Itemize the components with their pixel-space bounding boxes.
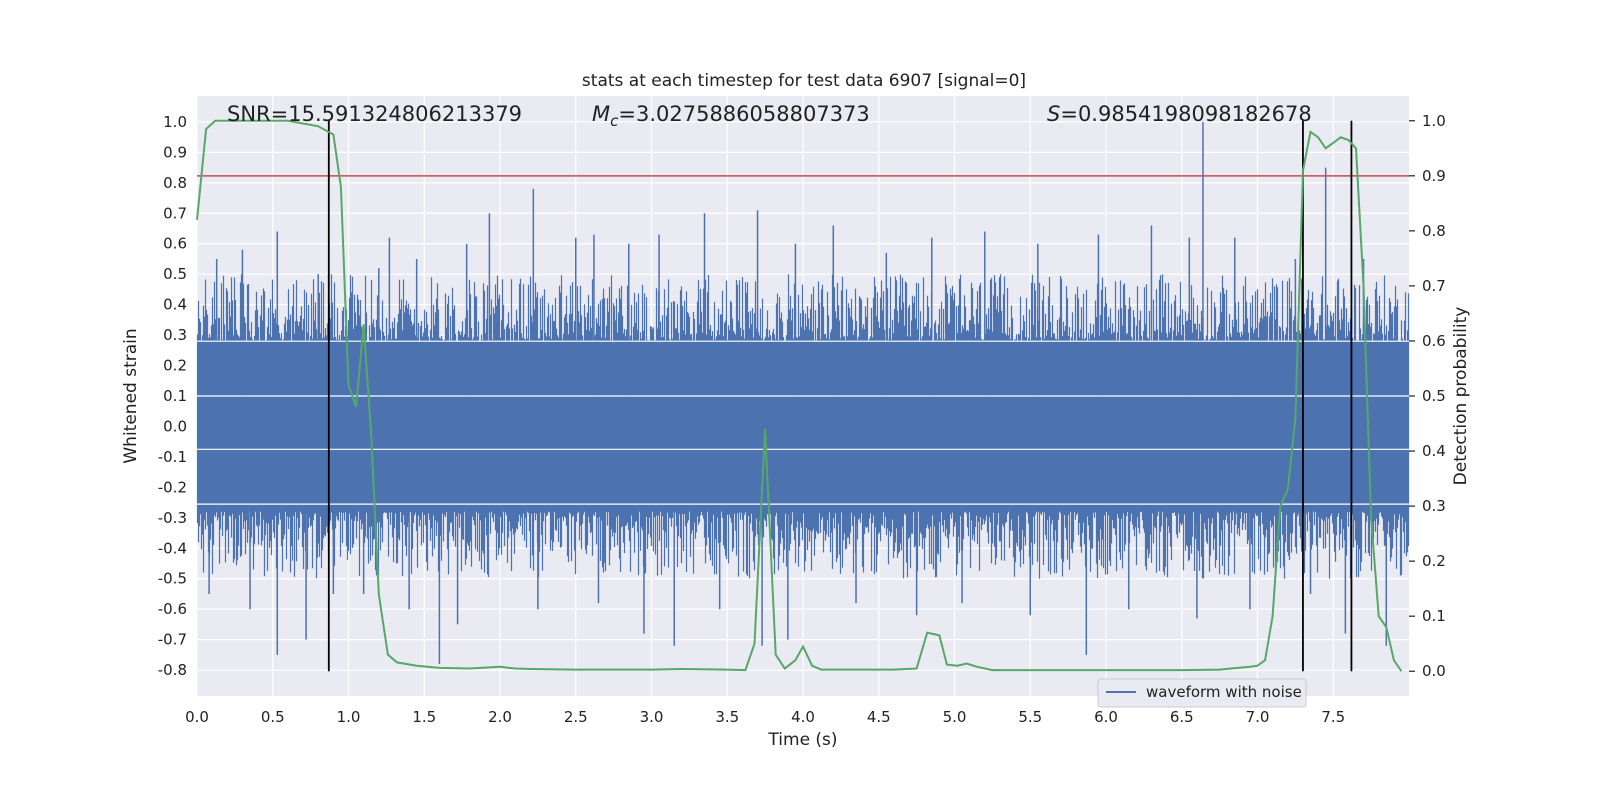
x-tick-12: 6.0 bbox=[1094, 708, 1118, 726]
y2-tick-10: 1.0 bbox=[1422, 112, 1446, 130]
x-tick-3: 1.5 bbox=[412, 708, 436, 726]
y-tick-labels: -0.8 -0.7 -0.6 -0.5 -0.4 -0.3 -0.2 -0.1 0.0 0.1 0.… bbox=[158, 113, 187, 679]
x-axis-label: Time (s) bbox=[767, 730, 837, 750]
probability-line bbox=[196, 119, 1403, 672]
x-tick-0: 0.0 bbox=[185, 708, 209, 726]
x-tick-6: 3.0 bbox=[640, 708, 664, 726]
y2-axis-label: Detection probability bbox=[1451, 307, 1471, 486]
y2-tick-labels: 0.0 0.1 0.2 0.3 0.4 0.5 0.6 0.7 0.8 0.9 1.0 bbox=[1409, 112, 1446, 680]
y-tick-2: -0.6 bbox=[158, 600, 187, 618]
y-tick-16: 0.8 bbox=[163, 174, 187, 192]
x-tick-10: 5.0 bbox=[943, 708, 967, 726]
y2-tick-4: 0.4 bbox=[1422, 442, 1446, 460]
y-tick-11: 0.3 bbox=[163, 326, 187, 344]
x-tick-15: 7.5 bbox=[1321, 708, 1345, 726]
y-tick-18: 1.0 bbox=[163, 113, 187, 131]
x-tick-2: 1.0 bbox=[337, 708, 361, 726]
x-tick-7: 3.5 bbox=[715, 708, 739, 726]
x-tick-13: 6.5 bbox=[1170, 708, 1194, 726]
score-annotation: S=0.9854198098182678 bbox=[1047, 102, 1312, 126]
x-tick-14: 7.0 bbox=[1246, 708, 1270, 726]
x-tick-9: 4.5 bbox=[867, 708, 891, 726]
x-tick-8: 4.0 bbox=[791, 708, 815, 726]
y2-tick-8: 0.8 bbox=[1422, 222, 1446, 240]
y2-tick-3: 0.3 bbox=[1422, 497, 1446, 515]
overlay-lines bbox=[197, 120, 1409, 672]
chart-title: stats at each timestep for test data 690… bbox=[582, 71, 1026, 91]
y-tick-0: -0.8 bbox=[158, 661, 187, 679]
y2-tick-7: 0.7 bbox=[1422, 277, 1446, 295]
y-tick-12: 0.4 bbox=[163, 296, 187, 314]
y2-tick-6: 0.6 bbox=[1422, 332, 1446, 350]
legend-label-waveform: waveform with noise bbox=[1146, 683, 1302, 701]
y-tick-5: -0.3 bbox=[158, 509, 187, 527]
y-tick-17: 0.9 bbox=[163, 143, 187, 161]
snr-annotation: SNR=15.591324806213379 bbox=[227, 102, 522, 126]
x-tick-1: 0.5 bbox=[261, 708, 285, 726]
x-tick-4: 2.0 bbox=[488, 708, 512, 726]
y2-tick-9: 0.9 bbox=[1422, 167, 1446, 185]
y2-tick-2: 0.2 bbox=[1422, 552, 1446, 570]
y-tick-6: -0.2 bbox=[158, 478, 187, 496]
y-tick-9: 0.1 bbox=[163, 387, 187, 405]
y2-tick-5: 0.5 bbox=[1422, 387, 1446, 405]
y-tick-3: -0.5 bbox=[158, 570, 187, 588]
y-tick-15: 0.7 bbox=[163, 204, 187, 222]
y-tick-13: 0.5 bbox=[163, 265, 187, 283]
y2-tick-1: 0.1 bbox=[1422, 607, 1446, 625]
legend: waveform with noise bbox=[1097, 678, 1307, 708]
legend-box bbox=[1097, 678, 1307, 708]
y-tick-10: 0.2 bbox=[163, 357, 187, 375]
y2-tick-0: 0.0 bbox=[1422, 662, 1446, 680]
y-tick-14: 0.6 bbox=[163, 235, 187, 253]
y-tick-4: -0.4 bbox=[158, 539, 187, 557]
y-tick-1: -0.7 bbox=[158, 631, 187, 649]
x-tick-5: 2.5 bbox=[564, 708, 588, 726]
y-tick-8: 0.0 bbox=[163, 417, 187, 435]
x-tick-11: 5.5 bbox=[1018, 708, 1042, 726]
waveform-with-noise-series bbox=[196, 121, 1410, 665]
noise-band bbox=[196, 274, 1410, 579]
detection-probability-series bbox=[196, 119, 1403, 672]
x-tick-labels: 0.0 0.5 1.0 1.5 2.0 2.5 3.0 3.5 4.0 4.5 5.0 5.5 6.0 6… bbox=[185, 708, 1345, 726]
y-tick-7: -0.1 bbox=[158, 448, 187, 466]
y-axis-label: Whitened strain bbox=[121, 328, 141, 463]
chirp-mass-annotation: Mc=3.0275886058807373 bbox=[592, 102, 870, 130]
